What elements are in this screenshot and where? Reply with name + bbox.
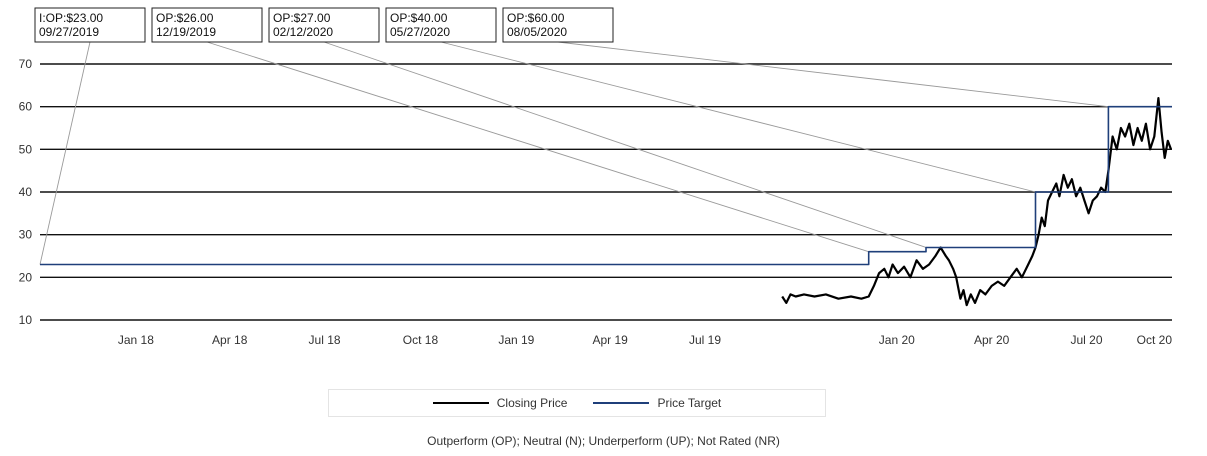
y-tick-label-60: 60 (19, 100, 33, 114)
leader-line-1 (39, 41, 91, 265)
series-line-price-target (40, 105, 1172, 266)
leader-line-4 (440, 41, 1036, 193)
callout-box-4 (385, 7, 497, 43)
legend-item-price-target: Price Target (593, 396, 721, 410)
callout-rating-4: OP:$40.00 (390, 11, 448, 25)
leader-line-3 (323, 41, 927, 248)
callout-date-1: 09/27/2019 (39, 25, 99, 39)
callout-date-4: 05/27/2020 (390, 25, 450, 39)
legend-swatch-price-target (593, 402, 650, 404)
callout-rating-3: OP:$27.00 (273, 11, 331, 25)
x-tick-label-jan-19: Jan 19 (498, 333, 534, 347)
series-line-closing-price (781, 97, 1173, 307)
x-tick-label-oct-18: Oct 18 (403, 333, 439, 347)
y-tick-label-50: 50 (19, 142, 33, 156)
callout-date-2: 12/19/2019 (156, 25, 216, 39)
x-tick-label-oct-20: Oct 20 (1137, 333, 1173, 347)
x-tick-label-apr-18: Apr 18 (212, 333, 248, 347)
annotation-leader-lines (39, 41, 1109, 265)
legend-label-closing-price: Closing Price (496, 396, 568, 410)
legend-label-price-target: Price Target (657, 396, 722, 410)
callout-date-5: 08/05/2020 (507, 25, 567, 39)
y-tick-label-10: 10 (19, 313, 33, 327)
y-axis-ticks: 10 20 30 40 50 60 70 (19, 57, 33, 327)
x-axis-ticks: Jan 18 Apr 18 Jul 18 Oct 18 Jan 19 Apr 19 Jul … (118, 333, 1172, 347)
callout-rating-5: OP:$60.00 (507, 11, 565, 25)
x-tick-label-jul-18: Jul 18 (309, 333, 341, 347)
chart-legend: Closing Price Price Target (328, 389, 826, 417)
rating-footnote: Outperform (OP); Neutral (N); Underperfo… (427, 434, 780, 448)
legend-swatch-closing-price (432, 402, 489, 404)
x-tick-label-apr-19: Apr 19 (592, 333, 628, 347)
y-tick-label-70: 70 (19, 57, 33, 71)
callout-rating-2: OP:$26.00 (156, 11, 214, 25)
x-tick-label-jan-18: Jan 18 (118, 333, 154, 347)
x-tick-label-jan-20: Jan 20 (879, 333, 915, 347)
callout-box-2 (151, 7, 263, 43)
x-tick-label-apr-20: Apr 20 (974, 333, 1010, 347)
callout-box-3 (268, 7, 380, 43)
callout-box-5 (502, 7, 614, 43)
y-tick-label-30: 30 (19, 228, 33, 242)
callout-rating-1: I:OP:$23.00 (39, 11, 103, 25)
legend-item-closing-price: Closing Price (432, 396, 568, 410)
callout-date-3: 02/12/2020 (273, 25, 333, 39)
series-lines (40, 97, 1173, 307)
x-tick-label-jul-20: Jul 20 (1071, 333, 1103, 347)
gridlines (40, 63, 1172, 321)
callout-box-1 (34, 7, 146, 43)
x-tick-label-jul-19: Jul 19 (689, 333, 721, 347)
leader-line-5 (557, 41, 1109, 108)
y-tick-label-40: 40 (19, 185, 33, 199)
y-tick-label-20: 20 (19, 270, 33, 284)
leader-line-2 (206, 41, 869, 253)
